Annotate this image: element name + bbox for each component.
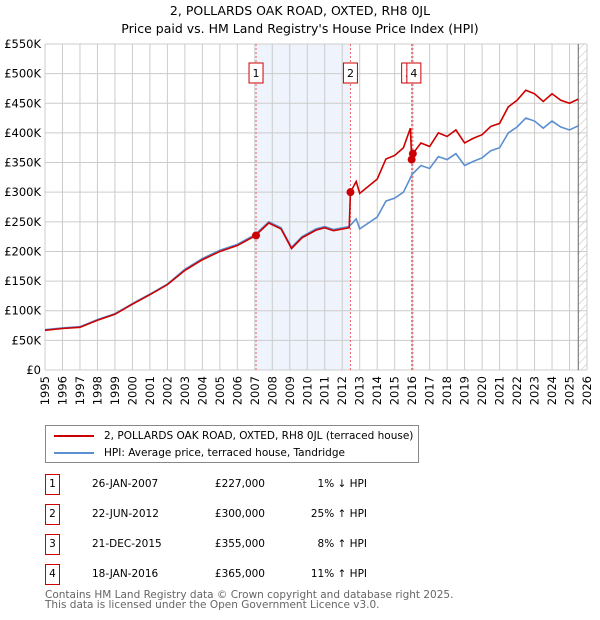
- y-tick-label: £100K: [4, 304, 41, 318]
- x-tick-label: 1996: [55, 376, 69, 405]
- x-tick-label: 2020: [475, 376, 489, 405]
- sale-price: £365,000: [214, 568, 265, 580]
- sale-row: 4 18-JAN-2016 £365,000 11% ↑ HPI: [45, 564, 445, 585]
- x-tick-label: 2019: [458, 376, 472, 405]
- x-tick-label: 1998: [90, 376, 104, 405]
- legend-item-hpi: HPI: Average price, terraced house, Tand…: [54, 447, 345, 459]
- x-tick-label: 2007: [248, 376, 262, 405]
- y-tick-label: £300K: [4, 185, 41, 199]
- y-tick-label: £550K: [4, 37, 41, 51]
- sale-label-box: [406, 62, 422, 84]
- sale-price: £300,000: [214, 508, 265, 520]
- x-tick-label: 2025: [563, 376, 577, 405]
- sale-row: 1 26-JAN-2007 £227,000 1% ↓ HPI: [45, 474, 445, 495]
- sale-label: 4: [410, 67, 417, 80]
- y-tick-label: £400K: [4, 126, 41, 140]
- x-tick-label: 2009: [283, 376, 297, 405]
- sale-point: [346, 188, 355, 197]
- sale-number-badge: 1: [45, 474, 60, 495]
- x-tick-label: 2024: [545, 376, 559, 405]
- sale-point: [408, 149, 417, 158]
- sale-row: 2 22-JUN-2012 £300,000 25% ↑ HPI: [45, 504, 445, 525]
- x-tick-label: 2008: [265, 376, 279, 405]
- sale-point: [407, 155, 416, 164]
- sale-date: 22-JUN-2012: [92, 508, 159, 520]
- sale-point: [252, 231, 261, 240]
- sale-date: 18-JAN-2016: [92, 568, 159, 580]
- legend-swatch-blue: [54, 452, 94, 454]
- x-tick-label: 2010: [300, 376, 314, 405]
- footer-licence: This data is licensed under the Open Gov…: [45, 599, 380, 611]
- legend-label: HPI: Average price, terraced house, Tand…: [104, 447, 345, 459]
- sale-row: 3 21-DEC-2015 £355,000 8% ↑ HPI: [45, 534, 445, 555]
- x-tick-label: 2011: [318, 376, 332, 405]
- x-tick-label: 2006: [230, 376, 244, 405]
- y-tick-label: £350K: [4, 156, 41, 170]
- x-tick-label: 2012: [335, 376, 349, 405]
- sale-label-box: [248, 62, 264, 84]
- chart-plot: £0 £50K £100K £150K £200K £250K £300K £350K £400…: [4, 37, 594, 405]
- x-tick-label: 2018: [440, 376, 454, 405]
- sale-label: 2: [347, 67, 354, 80]
- price-paid-line: [44, 89, 579, 332]
- y-tick-label: £50K: [12, 333, 42, 347]
- sale-price: £227,000: [214, 478, 265, 490]
- x-tick-label: 2000: [125, 376, 139, 405]
- x-tick-label: 2022: [510, 376, 524, 405]
- x-tick-label: 2016: [405, 376, 419, 405]
- legend-item-property: 2, POLLARDS OAK ROAD, OXTED, RH8 0JL (te…: [54, 430, 413, 442]
- sale-hpi-diff: 11% ↑ HPI: [310, 568, 367, 580]
- sale-price: £355,000: [214, 538, 265, 550]
- sale-date: 21-DEC-2015: [92, 538, 162, 550]
- sale-hpi-diff: 8% ↑ HPI: [317, 538, 367, 550]
- x-tick-label: 1999: [108, 376, 122, 405]
- sale-hpi-diff: 25% ↑ HPI: [310, 508, 367, 520]
- x-tick-label: 1995: [38, 376, 52, 405]
- footer-copyright: Contains HM Land Registry data © Crown c…: [45, 589, 454, 601]
- sale-label: 1: [253, 67, 260, 80]
- x-tick-label: 2017: [423, 376, 437, 405]
- y-tick-label: £200K: [4, 244, 41, 258]
- x-tick-label: 2015: [388, 376, 402, 405]
- x-tick-label: 2013: [353, 376, 367, 405]
- sale-number-badge: 3: [45, 534, 60, 555]
- sale-number-badge: 2: [45, 504, 60, 525]
- y-tick-label: £150K: [4, 274, 41, 288]
- legend: 2, POLLARDS OAK ROAD, OXTED, RH8 0JL (te…: [45, 425, 419, 463]
- sale-date: 26-JAN-2007: [92, 478, 159, 490]
- sale-label-box: [342, 62, 358, 84]
- x-tick-label: 2004: [195, 376, 209, 405]
- y-tick-label: £0: [26, 363, 41, 377]
- shaded-ownership-region: [256, 44, 351, 370]
- legend-swatch-red: [54, 435, 94, 437]
- y-tick-label: £450K: [4, 96, 41, 110]
- x-tick-label: 2001: [143, 376, 157, 405]
- x-tick-label: 2023: [528, 376, 542, 405]
- hatched-future-region: [578, 44, 587, 370]
- sale-number-badge: 4: [45, 564, 60, 585]
- sale-hpi-diff: 1% ↓ HPI: [317, 478, 367, 490]
- x-tick-label: 2026: [580, 376, 594, 405]
- y-tick-label: £500K: [4, 67, 41, 81]
- x-tick-label: 2005: [213, 376, 227, 405]
- x-tick-label: 1997: [73, 376, 87, 405]
- x-tick-label: 2021: [493, 376, 507, 405]
- chart-subtitle: Price paid vs. HM Land Registry's House …: [121, 21, 479, 36]
- legend-label: 2, POLLARDS OAK ROAD, OXTED, RH8 0JL (te…: [104, 430, 414, 442]
- x-tick-label: 2002: [160, 376, 174, 405]
- x-tick-label: 2003: [178, 376, 192, 405]
- chart-title: 2, POLLARDS OAK ROAD, OXTED, RH8 0JL: [169, 3, 431, 18]
- x-tick-label: 2014: [370, 376, 384, 405]
- y-tick-label: £250K: [4, 215, 41, 229]
